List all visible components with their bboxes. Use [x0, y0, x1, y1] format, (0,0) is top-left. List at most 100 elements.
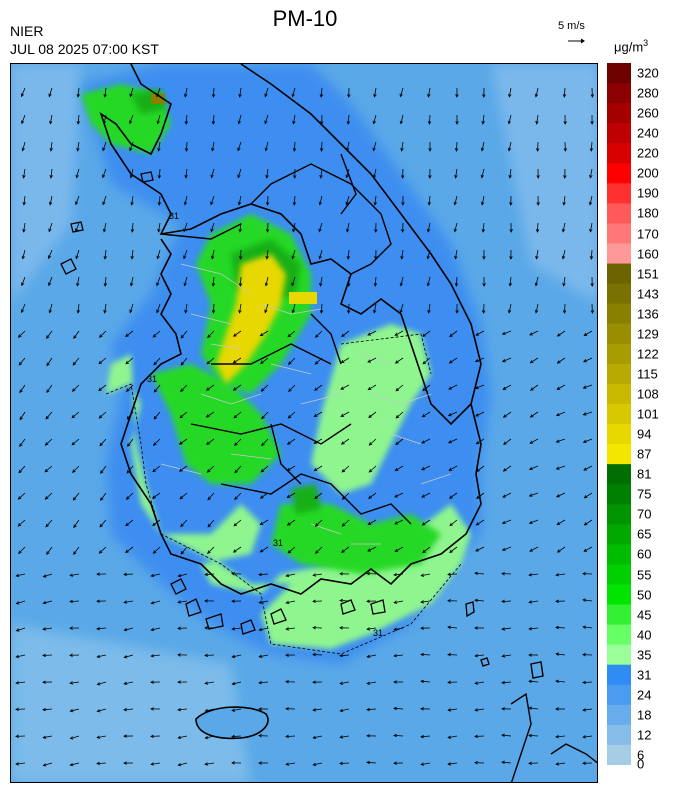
wind-vector-head	[563, 121, 567, 125]
wind-vector-head	[76, 147, 80, 152]
north-coastline	[240, 64, 482, 405]
wind-vector	[556, 492, 566, 498]
wind-vector-head	[372, 120, 376, 125]
wind-vector	[449, 492, 458, 499]
wind-vector-head	[393, 627, 398, 631]
wind-vector-head	[237, 147, 241, 152]
wind-vector-head	[481, 310, 486, 314]
wind-vector	[21, 276, 26, 286]
wind-vector-head	[373, 201, 377, 206]
wind-vector-head	[501, 547, 506, 551]
contour-31	[105, 333, 462, 655]
pm-moderate-east	[311, 324, 431, 494]
wind-vector-head	[589, 174, 593, 179]
wind-vector-head	[285, 707, 289, 711]
wind-vector	[153, 330, 161, 338]
wind-vector-head	[420, 707, 424, 711]
wind-vector-head	[179, 468, 183, 472]
wind-vector	[292, 249, 296, 259]
wind-vector	[529, 707, 539, 710]
wind-vector	[238, 114, 242, 124]
wind-vector-head	[96, 761, 100, 766]
wind-vector	[448, 708, 458, 711]
wind-vector	[320, 168, 323, 178]
wind-vector	[77, 87, 80, 97]
wind-vector-head	[373, 283, 378, 287]
unit-exponent: 3	[643, 38, 649, 48]
wind-vector	[503, 411, 512, 418]
wind-vector-head	[258, 734, 262, 738]
wind-vector-head	[428, 148, 432, 152]
wind-vector-head	[291, 255, 295, 260]
wind-vector	[240, 249, 242, 260]
wind-vector-head	[501, 331, 506, 335]
wind-vector-head	[150, 762, 155, 766]
wind-vector	[206, 357, 215, 365]
legend-label: 108	[637, 386, 659, 402]
wind-vector	[19, 411, 26, 420]
legend-label: 45	[637, 607, 652, 623]
wind-vector	[501, 734, 512, 737]
wind-vector-head	[292, 202, 297, 206]
wind-vector	[556, 762, 566, 765]
legend-label: 180	[637, 205, 659, 221]
wind-vector-head	[556, 521, 561, 526]
wind-vector-head	[42, 627, 47, 631]
wind-vector-head	[367, 332, 371, 336]
wind-vector-head	[291, 309, 295, 314]
wind-vector-head	[129, 147, 133, 152]
wind-vector-head	[582, 680, 586, 685]
wind-vector	[183, 222, 188, 232]
wind-vector	[75, 195, 80, 205]
wind-vector	[422, 384, 431, 391]
wind-vector	[22, 141, 26, 151]
wind-vector	[556, 465, 566, 470]
wind-vector	[99, 330, 107, 338]
wind-vector	[234, 438, 242, 446]
wind-vector	[102, 141, 107, 151]
wind-vector-head	[448, 360, 453, 364]
wind-vector-head	[394, 521, 398, 525]
wind-vector	[151, 600, 161, 604]
wind-vector	[158, 222, 161, 232]
light-sea-region	[11, 64, 81, 304]
wind-vector	[239, 303, 242, 313]
wind-vector	[448, 411, 458, 416]
wind-vector-head	[48, 201, 53, 206]
wind-vector-head	[17, 523, 22, 527]
wind-vector	[422, 357, 431, 365]
wind-vector-head	[589, 256, 594, 260]
wind-vector-head	[448, 467, 453, 471]
wind-vector	[508, 114, 512, 124]
wind-vector-head	[125, 496, 130, 500]
wind-vector	[179, 438, 188, 445]
wind-vector-head	[156, 93, 160, 98]
wind-vector-head	[422, 333, 426, 337]
legend-label: 129	[637, 326, 659, 342]
pm10-forecast-map[interactable]: 31 31 31 31	[10, 63, 598, 783]
pm-bad-hotspot	[216, 254, 286, 384]
wind-vector	[556, 438, 566, 443]
wind-vector-head	[151, 495, 156, 499]
wind-vector-head	[205, 387, 210, 391]
pm-bad-hotspot-small	[289, 292, 317, 304]
wind-vector-head	[96, 682, 101, 686]
wind-vector-head	[150, 734, 154, 738]
wind-vector-head	[393, 653, 398, 658]
wind-vector-head	[265, 229, 270, 233]
wind-vector	[261, 438, 269, 446]
wind-vector	[178, 600, 188, 603]
wind-vector-head	[69, 708, 74, 713]
wind-vector-head	[447, 735, 452, 739]
wind-vector-head	[339, 572, 343, 576]
wind-vector-head	[184, 309, 188, 314]
legend-swatch	[607, 303, 631, 325]
wind-vector-head	[455, 94, 459, 98]
wind-vector-head	[19, 389, 23, 394]
wind-vector-head	[126, 469, 131, 474]
wind-vector	[77, 141, 80, 151]
wind-vector-head	[393, 733, 397, 738]
legend-swatch	[607, 83, 631, 104]
wind-vector-head	[394, 548, 399, 552]
wind-vector	[557, 384, 566, 390]
